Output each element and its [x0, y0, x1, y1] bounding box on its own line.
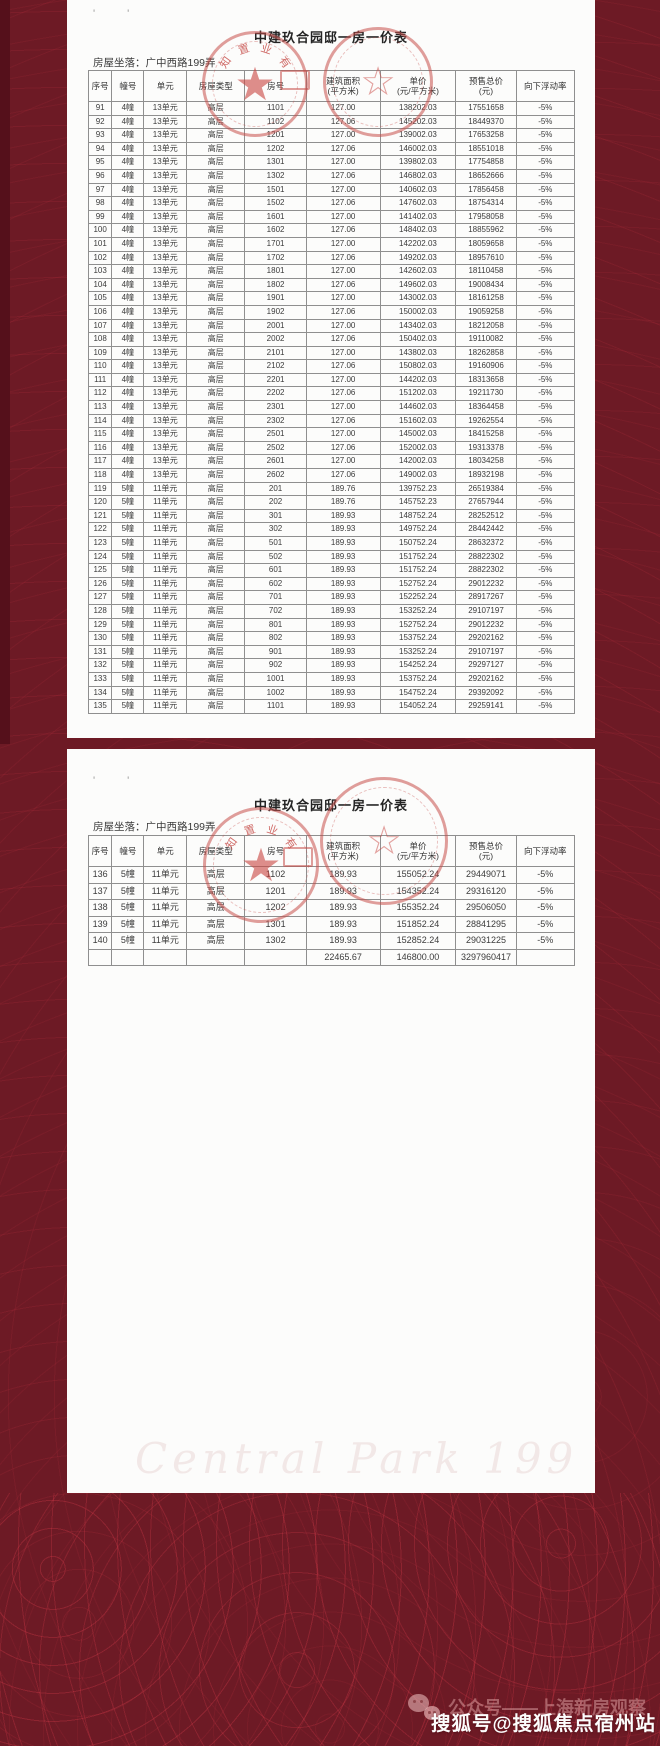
table-row: 100 4幢 13单元 高层 1602 127.06 148402.03 18855962 -5… — [87, 223, 576, 238]
table-row: 123 5幢 11单元 高层 501 189.93 150752.24 28632372 -5% — [87, 536, 576, 551]
page-title: 中建玖合园邸一房一价表 — [253, 798, 408, 813]
table-row: 117 4幢 13单元 高层 2601 127.00 142002.03 18034258 -5… — [87, 454, 576, 470]
table-row: 140 5幢 11单元 高层 1302 189.93 152852.24 29031225 -5… — [87, 932, 576, 950]
column-header: 房屋类型 — [186, 835, 246, 867]
table-row: 95 4幢 13单元 高层 1301 127.00 139802.03 17754858 -5% — [87, 155, 576, 170]
table-row: 126 5幢 11单元 高层 602 189.93 152752.24 29012232 -5% — [87, 576, 576, 592]
table-row: 99 4幢 13单元 高层 1601 127.00 141402.03 17958058 -5% — [87, 209, 576, 225]
table-row: 109 4幢 13单元 高层 2101 127.00 143802.03 18262858 -5… — [87, 345, 576, 361]
table-row: 91 4幢 13单元 高层 1101 127.00 138202.03 17551658 -5% — [87, 101, 576, 116]
table-row: 94 4幢 13单元 高层 1202 127.06 146002.03 18551018 -5% — [87, 141, 576, 157]
table-row: 124 5幢 11单元 高层 502 189.93 151752.24 28822302 -5% — [87, 549, 576, 565]
column-header: 预售总价 (元) — [455, 70, 517, 102]
price-table-page-1: 序号 幢号 单元 房屋类型 房号 建筑面积 (平方米) 单价 (元/平方米) 预售总价 (元) 向下浮… — [87, 70, 576, 714]
table-row: 135 5幢 11单元 高层 1101 189.93 154052.24 29259141 -5… — [87, 699, 576, 714]
price-table-page-2: 序号 幢号 单元 房屋类型 房号 建筑面积 (平方米) 单价 (元/平方米) 预售总价 (元) 向下浮… — [87, 835, 576, 966]
wechat-watermark-label: 公众号——上海新房观察 — [448, 1698, 646, 1718]
table-row: 116 4幢 13单元 高层 2502 127.06 152002.03 19313378 -5… — [87, 440, 576, 456]
table-row: 119 5幢 11单元 高层 201 189.76 139752.23 26519384 -5% — [87, 481, 576, 497]
table-row: 98 4幢 13单元 高层 1502 127.06 147602.03 18754314 -5% — [87, 196, 576, 211]
table-row: 107 4幢 13单元 高层 2001 127.00 143402.03 18212058 -5… — [87, 318, 576, 334]
wechat-icon — [408, 1694, 440, 1720]
column-header: 序号 — [87, 70, 113, 102]
location-line: 房屋坐落：广中西路199弄 — [93, 57, 216, 69]
column-header: 单价 (元/平方米) — [379, 70, 457, 102]
column-header: 单元 — [143, 70, 188, 102]
column-header: 房号 — [244, 835, 307, 867]
table-row: 105 4幢 13单元 高层 1901 127.00 143002.03 18161258 -5… — [87, 291, 576, 306]
wechat-watermark: 公众号——上海新房观察 — [408, 1694, 646, 1720]
table-row: 103 4幢 13单元 高层 1801 127.00 142602.03 18110458 -5… — [87, 264, 576, 279]
table-row: 108 4幢 13单元 高层 2002 127.06 150402.03 19110082 -5… — [87, 332, 576, 347]
table-row: 134 5幢 11单元 高层 1002 189.93 154752.24 29392092 -5… — [87, 685, 576, 701]
table-row: 139 5幢 11单元 高层 1301 189.93 151852.24 28841295 -5… — [87, 915, 576, 933]
table-header: 序号 幢号 单元 房屋类型 房号 建筑面积 (平方米) 单价 (元/平方米) 预售总价 (元) 向下浮… — [87, 70, 576, 102]
totals-row: 22465.67 146800.00 3297960417 — [87, 948, 576, 966]
column-header: 向下浮动率 — [515, 835, 576, 867]
table-row: 97 4幢 13单元 高层 1501 127.00 140602.03 17856458 -5% — [87, 182, 576, 198]
column-header: 序号 — [87, 835, 113, 867]
table-row: 92 4幢 13单元 高层 1102 127.06 145202.03 18449370 -5% — [87, 114, 576, 130]
table-row: 114 4幢 13单元 高层 2302 127.06 151602.03 19262554 -5… — [87, 413, 576, 429]
column-header: 单元 — [143, 835, 188, 867]
table-row: 111 4幢 13单元 高层 2201 127.00 144202.03 18313658 -5… — [87, 372, 576, 388]
page-title: 中建玖合园邸一房一价表 — [253, 30, 408, 45]
table-row: 120 5幢 11单元 高层 202 189.76 145752.23 27657944 -5% — [87, 495, 576, 510]
table-row: 138 5幢 11单元 高层 1202 189.93 155352.24 29506050 -5… — [87, 899, 576, 917]
table-row: 137 5幢 11单元 高层 1201 189.93 154352.24 29316120 -5… — [87, 882, 576, 900]
column-header: 房屋类型 — [186, 70, 246, 102]
table-row: 101 4幢 13单元 高层 1701 127.00 142202.03 18059658 -5… — [87, 236, 576, 252]
table-row: 115 4幢 13单元 高层 2501 127.00 145002.03 18415258 -5… — [87, 427, 576, 442]
column-header: 预售总价 (元) — [455, 835, 517, 867]
table-row: 106 4幢 13单元 高层 1902 127.06 150002.03 19059258 -5… — [87, 304, 576, 320]
table-row: 96 4幢 13单元 高层 1302 127.06 146802.03 18652666 -5% — [87, 168, 576, 184]
table-row: 131 5幢 11单元 高层 901 189.93 153252.24 29107197 -5% — [87, 644, 576, 660]
page-left-shadow-edge — [0, 0, 10, 744]
column-header: 建筑面积 (平方米) — [305, 70, 381, 102]
table-row: 93 4幢 13单元 高层 1201 127.00 139002.03 17653258 -5% — [87, 128, 576, 143]
table-row: 130 5幢 11单元 高层 802 189.93 153752.24 29202162 -5% — [87, 631, 576, 646]
table-row: 127 5幢 11单元 高层 701 189.93 152252.24 28917267 -5% — [87, 590, 576, 605]
table-row: 132 5幢 11单元 高层 902 189.93 154252.24 29297127 -5% — [87, 658, 576, 673]
column-header: 向下浮动率 — [515, 70, 576, 102]
price-list-page-2: '' 中建玖合园邸一房一价表 房屋坐落：广中西路199弄 序号 幢号 单元 房屋类型房… — [67, 749, 595, 1493]
table-row: 128 5幢 11单元 高层 702 189.93 153252.24 29107197 -5% — [87, 603, 576, 619]
column-header: 幢号 — [111, 835, 145, 867]
table-row: 113 4幢 13单元 高层 2301 127.00 144602.03 18364458 -5… — [87, 400, 576, 415]
corner-marks: '' — [93, 8, 162, 20]
table-row: 133 5幢 11单元 高层 1001 189.93 153752.24 29202162 -5… — [87, 671, 576, 687]
table-row: 122 5幢 11单元 高层 302 189.93 149752.24 28442442 -5% — [87, 522, 576, 537]
table-row: 136 5幢 11单元 高层 1102 189.93 155052.24 29449071 -5… — [87, 866, 576, 884]
price-list-page-1: '' 中建玖合园邸一房一价表 房屋坐落：广中西路199弄 序号 幢号 单元 房屋类型房… — [67, 0, 595, 738]
table-row: 110 4幢 13单元 高层 2102 127.06 150802.03 19160906 -5… — [87, 359, 576, 374]
location-line: 房屋坐落：广中西路199弄 — [93, 821, 216, 833]
table-header: 序号 幢号 单元 房屋类型 房号 建筑面积 (平方米) 单价 (元/平方米) 预售总价 (元) 向下浮… — [87, 835, 576, 867]
table-row: 121 5幢 11单元 高层 301 189.93 148752.24 28252512 -5% — [87, 508, 576, 524]
table-row: 112 4幢 13单元 高层 2202 127.06 151202.03 19211730 -5… — [87, 386, 576, 402]
corner-marks: '' — [93, 775, 162, 787]
column-header: 幢号 — [111, 70, 145, 102]
table-row: 118 4幢 13单元 高层 2602 127.06 149002.03 18932198 -5… — [87, 468, 576, 483]
central-park-script-watermark: Central Park 199 — [135, 1434, 579, 1483]
column-header: 单价 (元/平方米) — [379, 835, 457, 867]
table-row: 104 4幢 13单元 高层 1802 127.06 149602.03 19008434 -5… — [87, 277, 576, 293]
column-header: 建筑面积 (平方米) — [305, 835, 381, 867]
sohu-watermark-label: 搜狐号@搜狐焦点宿州站 — [430, 1713, 656, 1735]
table-row: 129 5幢 11单元 高层 801 189.93 152752.24 29012232 -5% — [87, 617, 576, 633]
column-header: 房号 — [244, 70, 307, 102]
table-row: 125 5幢 11单元 高层 601 189.93 151752.24 28822302 -5% — [87, 563, 576, 578]
table-row: 102 4幢 13单元 高层 1702 127.06 149202.03 18957610 -5… — [87, 250, 576, 266]
